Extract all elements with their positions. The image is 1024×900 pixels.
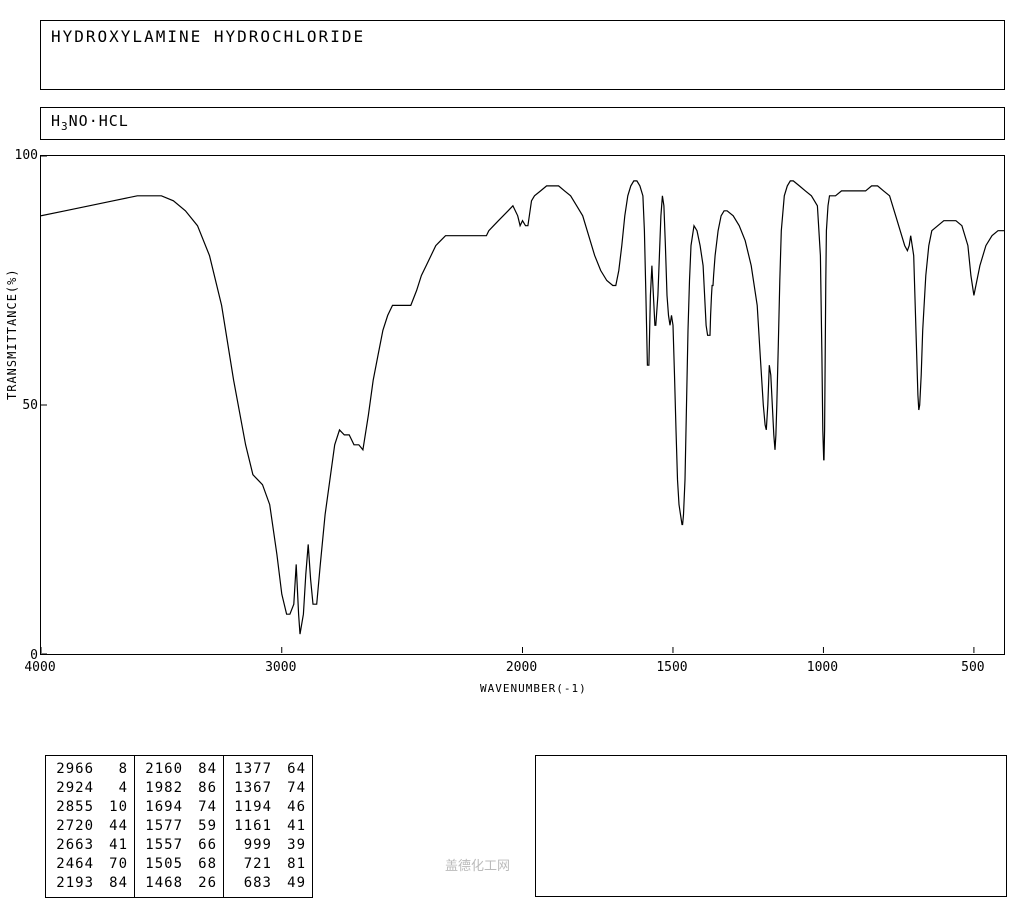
peak-row: 266341: [46, 836, 134, 855]
peak-wavenumber: 1194: [230, 798, 272, 817]
empty-info-box: [535, 755, 1007, 897]
peak-transmittance: 41: [98, 836, 128, 855]
peak-transmittance: 8: [98, 760, 128, 779]
peak-row: 29668: [46, 760, 134, 779]
peak-row: 198286: [135, 779, 223, 798]
peak-row: 285510: [46, 798, 134, 817]
peak-row: 136774: [224, 779, 312, 798]
peak-transmittance: 49: [276, 874, 306, 893]
peak-transmittance: 64: [276, 760, 306, 779]
peak-transmittance: 59: [187, 817, 217, 836]
ytick-100: 100: [8, 148, 38, 163]
peak-column: 2966829244285510272044266341246470219384: [46, 756, 135, 897]
peak-row: 272044: [46, 817, 134, 836]
peak-transmittance: 10: [98, 798, 128, 817]
peak-wavenumber: 1367: [230, 779, 272, 798]
peak-wavenumber: 1557: [141, 836, 183, 855]
formula-sub: 3: [61, 120, 69, 133]
peak-column: 137764136774119446116141999397218168349: [224, 756, 312, 897]
title-box: HYDROXYLAMINE HYDROCHLORIDE: [40, 20, 1005, 90]
peak-wavenumber: 2924: [52, 779, 94, 798]
peak-row: 137764: [224, 760, 312, 779]
peak-row: 155766: [135, 836, 223, 855]
peak-wavenumber: 2855: [52, 798, 94, 817]
peak-row: 150568: [135, 855, 223, 874]
peak-row: 169474: [135, 798, 223, 817]
xtick-1000: 1000: [797, 660, 847, 675]
peak-row: 246470: [46, 855, 134, 874]
peak-wavenumber: 2720: [52, 817, 94, 836]
y-axis-label: TRANSMITTANCE(%): [5, 268, 19, 400]
peak-transmittance: 66: [187, 836, 217, 855]
peak-wavenumber: 2160: [141, 760, 183, 779]
peak-transmittance: 70: [98, 855, 128, 874]
xtick-2000: 2000: [497, 660, 547, 675]
peak-row: 68349: [224, 874, 312, 893]
watermark-text: 盖德化工网: [445, 855, 510, 874]
peak-wavenumber: 999: [230, 836, 272, 855]
peak-wavenumber: 1694: [141, 798, 183, 817]
peak-transmittance: 44: [98, 817, 128, 836]
peak-transmittance: 84: [187, 760, 217, 779]
peak-transmittance: 84: [98, 874, 128, 893]
peak-wavenumber: 1161: [230, 817, 272, 836]
peak-row: 157759: [135, 817, 223, 836]
compound-title: HYDROXYLAMINE HYDROCHLORIDE: [51, 27, 365, 46]
peak-wavenumber: 1468: [141, 874, 183, 893]
peak-transmittance: 41: [276, 817, 306, 836]
peak-wavenumber: 1982: [141, 779, 183, 798]
spectrum-svg: [41, 156, 1004, 654]
peak-table: 2966829244285510272044266341246470219384…: [45, 755, 313, 898]
peak-row: 99939: [224, 836, 312, 855]
peak-wavenumber: 1505: [141, 855, 183, 874]
peak-transmittance: 39: [276, 836, 306, 855]
ytick-50: 50: [8, 398, 38, 413]
peak-transmittance: 86: [187, 779, 217, 798]
peak-wavenumber: 2193: [52, 874, 94, 893]
peak-transmittance: 68: [187, 855, 217, 874]
peak-wavenumber: 2966: [52, 760, 94, 779]
peak-transmittance: 26: [187, 874, 217, 893]
xtick-3000: 3000: [256, 660, 306, 675]
peak-row: 119446: [224, 798, 312, 817]
peak-transmittance: 81: [276, 855, 306, 874]
formula-pre: H: [51, 112, 61, 130]
peak-wavenumber: 683: [230, 874, 272, 893]
peak-row: 216084: [135, 760, 223, 779]
peak-row: 29244: [46, 779, 134, 798]
xtick-500: 500: [948, 660, 998, 675]
peak-row: 146826: [135, 874, 223, 893]
peak-wavenumber: 2663: [52, 836, 94, 855]
xtick-4000: 4000: [15, 660, 65, 675]
peak-column: 2160841982861694741577591557661505681468…: [135, 756, 224, 897]
spectrum-chart: [40, 155, 1005, 655]
peak-wavenumber: 2464: [52, 855, 94, 874]
peak-wavenumber: 1577: [141, 817, 183, 836]
formula-box: H3NO·HCL: [40, 107, 1005, 140]
xtick-1500: 1500: [647, 660, 697, 675]
peak-transmittance: 4: [98, 779, 128, 798]
peak-row: 72181: [224, 855, 312, 874]
peak-wavenumber: 1377: [230, 760, 272, 779]
peak-wavenumber: 721: [230, 855, 272, 874]
peak-transmittance: 74: [276, 779, 306, 798]
formula-post: NO·HCL: [69, 112, 129, 130]
peak-row: 219384: [46, 874, 134, 893]
peak-transmittance: 74: [187, 798, 217, 817]
x-axis-label: WAVENUMBER(-1): [480, 682, 587, 695]
peak-row: 116141: [224, 817, 312, 836]
peak-transmittance: 46: [276, 798, 306, 817]
